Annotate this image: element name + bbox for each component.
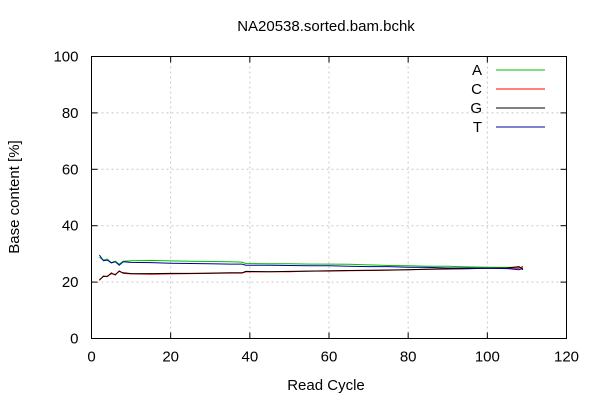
y-tick-label: 80 bbox=[62, 105, 79, 122]
legend-label-G: G bbox=[470, 100, 482, 117]
legend-label-T: T bbox=[473, 119, 482, 136]
x-tick-label: 0 bbox=[87, 349, 95, 366]
legend-label-A: A bbox=[472, 62, 482, 79]
axis-ticks: 0 20 40 60 80 100 120 0 20 40 60 80 100 bbox=[53, 49, 579, 366]
series-line-G bbox=[99, 266, 524, 281]
y-tick-label: 20 bbox=[62, 274, 79, 291]
x-tick-label: 60 bbox=[321, 349, 338, 366]
series-line-A bbox=[99, 256, 524, 269]
y-tick-label: 60 bbox=[62, 161, 79, 178]
series-line-T bbox=[98, 254, 524, 271]
y-tick-label: 100 bbox=[53, 49, 78, 66]
legend-label-C: C bbox=[471, 81, 482, 98]
grid bbox=[91, 56, 567, 339]
chart-title: NA20538.sorted.bam.bchk bbox=[237, 18, 415, 35]
x-tick-label: 80 bbox=[400, 349, 417, 366]
y-tick-label: 40 bbox=[62, 218, 79, 235]
x-tick-label: 120 bbox=[554, 349, 579, 366]
x-tick-label: 40 bbox=[241, 349, 258, 366]
x-axis-label: Read Cycle bbox=[287, 377, 365, 394]
y-axis-label: Base content [%] bbox=[6, 140, 23, 253]
series-lines bbox=[98, 254, 524, 281]
y-tick-label: 0 bbox=[70, 331, 78, 348]
x-tick-label: 20 bbox=[162, 349, 179, 366]
x-tick-label: 100 bbox=[475, 349, 500, 366]
